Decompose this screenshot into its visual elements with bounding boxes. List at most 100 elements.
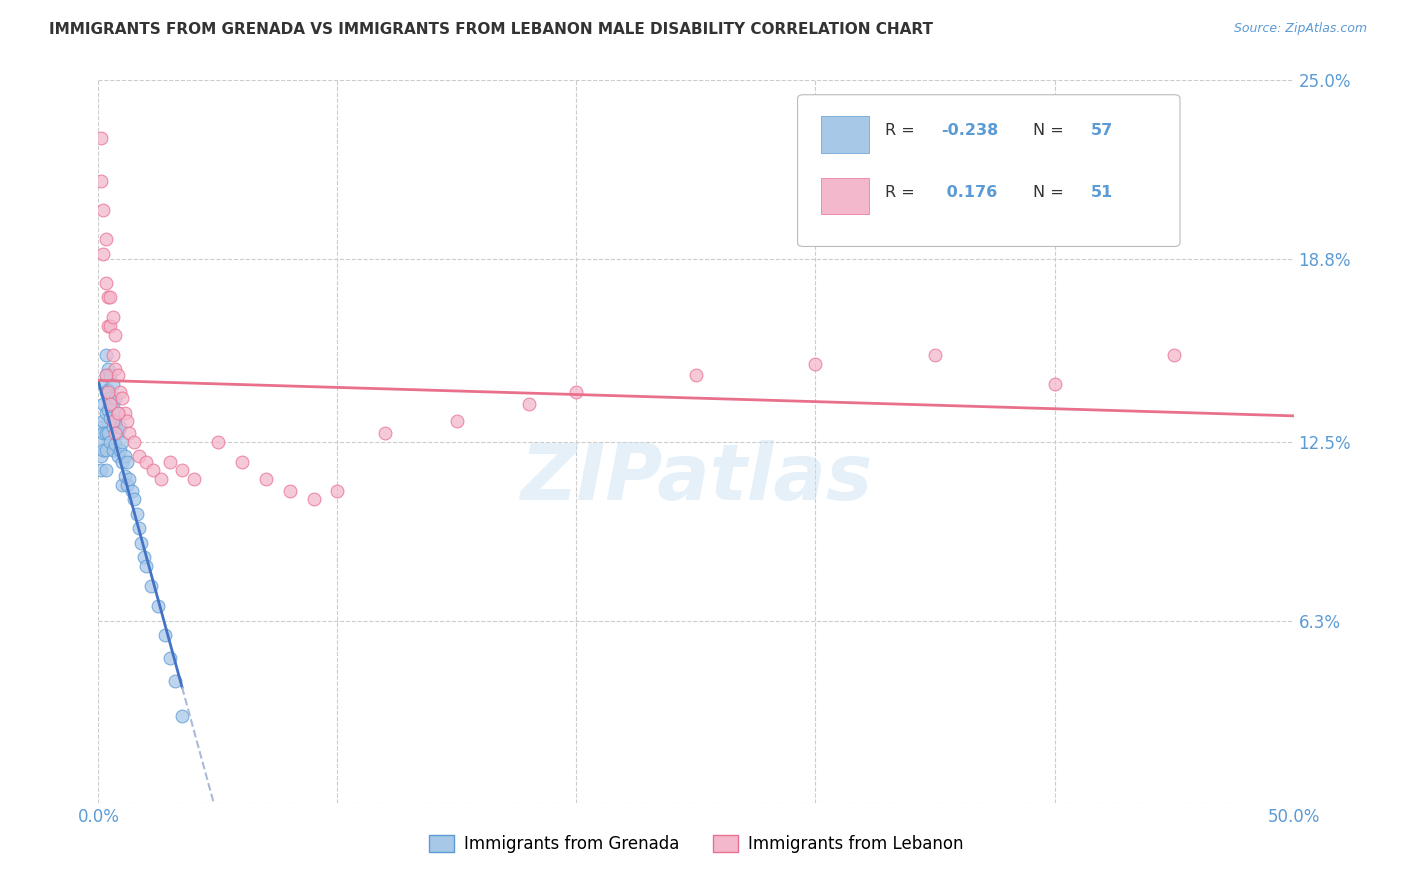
Point bbox=[231, 455, 253, 469]
Point bbox=[104, 425, 127, 440]
Text: 57: 57 bbox=[1091, 123, 1112, 138]
Point bbox=[124, 492, 146, 507]
Point bbox=[115, 478, 138, 492]
Point bbox=[118, 425, 141, 440]
Point bbox=[98, 411, 122, 425]
Point bbox=[108, 385, 131, 400]
Point bbox=[101, 310, 124, 325]
Point bbox=[94, 443, 117, 458]
Point bbox=[207, 434, 229, 449]
Point bbox=[94, 348, 117, 362]
Text: 51: 51 bbox=[1091, 185, 1112, 200]
Point bbox=[111, 478, 134, 492]
Point bbox=[94, 276, 117, 290]
Point bbox=[101, 443, 124, 458]
Point bbox=[128, 449, 150, 463]
Point bbox=[114, 406, 136, 420]
Point bbox=[101, 348, 124, 362]
Point bbox=[254, 472, 277, 486]
Point bbox=[326, 483, 349, 498]
Text: -0.238: -0.238 bbox=[941, 123, 998, 138]
Point bbox=[1043, 376, 1066, 391]
Text: Source: ZipAtlas.com: Source: ZipAtlas.com bbox=[1233, 22, 1367, 36]
Point bbox=[278, 483, 301, 498]
Point bbox=[121, 483, 143, 498]
Point bbox=[108, 443, 131, 458]
Point bbox=[90, 449, 112, 463]
Point bbox=[132, 550, 155, 565]
Point bbox=[97, 362, 120, 376]
Point bbox=[90, 434, 112, 449]
Point bbox=[374, 425, 396, 440]
Point bbox=[90, 174, 112, 188]
Point bbox=[111, 434, 134, 449]
Point bbox=[124, 434, 146, 449]
Point bbox=[98, 434, 122, 449]
Point bbox=[104, 437, 127, 451]
FancyBboxPatch shape bbox=[821, 178, 869, 214]
Text: ZIPatlas: ZIPatlas bbox=[520, 440, 872, 516]
Point bbox=[104, 362, 127, 376]
Point bbox=[446, 414, 468, 428]
Point bbox=[98, 391, 122, 405]
Point bbox=[94, 406, 117, 420]
Text: 0.176: 0.176 bbox=[941, 185, 997, 200]
Point bbox=[159, 651, 181, 665]
Point bbox=[517, 397, 540, 411]
Point bbox=[91, 443, 114, 458]
Point bbox=[111, 455, 134, 469]
Point bbox=[98, 397, 122, 411]
Point bbox=[101, 397, 124, 411]
Text: R =: R = bbox=[884, 185, 920, 200]
Point bbox=[118, 472, 141, 486]
Point bbox=[90, 131, 112, 145]
Point bbox=[685, 368, 707, 382]
Point bbox=[148, 599, 170, 614]
Point bbox=[115, 455, 138, 469]
Point bbox=[128, 521, 150, 535]
Point bbox=[142, 463, 165, 477]
Point bbox=[172, 463, 194, 477]
Legend: Immigrants from Grenada, Immigrants from Lebanon: Immigrants from Grenada, Immigrants from… bbox=[422, 828, 970, 860]
Text: N =: N = bbox=[1033, 123, 1069, 138]
Point bbox=[91, 203, 114, 218]
Point bbox=[111, 391, 134, 405]
Y-axis label: Male Disability: Male Disability bbox=[0, 385, 7, 498]
Point bbox=[565, 385, 588, 400]
Point bbox=[104, 414, 127, 428]
Point bbox=[101, 420, 124, 434]
Point bbox=[159, 455, 181, 469]
Point bbox=[97, 402, 120, 417]
Point bbox=[107, 406, 129, 420]
Point bbox=[90, 463, 112, 477]
Point bbox=[91, 425, 114, 440]
Point bbox=[131, 535, 153, 549]
Point bbox=[97, 383, 120, 397]
Point bbox=[97, 385, 120, 400]
Point bbox=[1163, 348, 1185, 362]
Point bbox=[183, 472, 205, 486]
Point bbox=[804, 357, 827, 371]
Point bbox=[107, 425, 129, 440]
Point bbox=[101, 376, 124, 391]
Point bbox=[94, 385, 117, 400]
Point bbox=[97, 290, 120, 304]
Point bbox=[91, 246, 114, 260]
Text: N =: N = bbox=[1033, 185, 1069, 200]
Point bbox=[94, 463, 117, 477]
Point bbox=[163, 674, 186, 689]
Point bbox=[155, 628, 177, 642]
Point bbox=[97, 425, 120, 440]
FancyBboxPatch shape bbox=[797, 95, 1180, 246]
Point bbox=[139, 579, 162, 593]
Point bbox=[149, 472, 172, 486]
Text: IMMIGRANTS FROM GRENADA VS IMMIGRANTS FROM LEBANON MALE DISABILITY CORRELATION C: IMMIGRANTS FROM GRENADA VS IMMIGRANTS FR… bbox=[49, 22, 934, 37]
Point bbox=[107, 368, 129, 382]
Point bbox=[104, 327, 127, 342]
Point bbox=[94, 368, 117, 382]
Point bbox=[135, 455, 157, 469]
Point bbox=[115, 414, 138, 428]
Point bbox=[108, 420, 131, 434]
Point bbox=[107, 406, 129, 420]
Point bbox=[98, 318, 122, 333]
